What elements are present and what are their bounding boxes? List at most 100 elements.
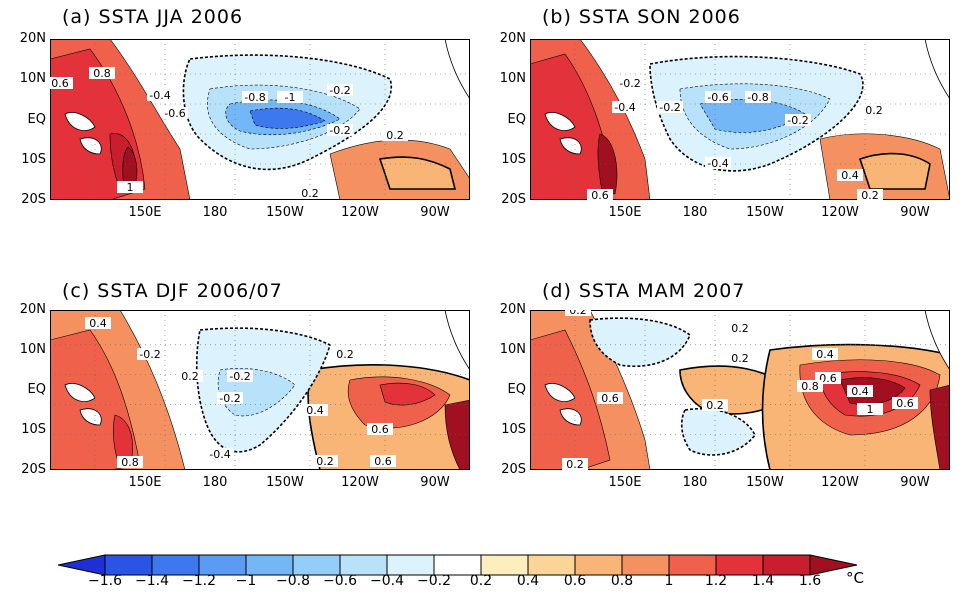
contour-label: 0.6: [367, 423, 393, 436]
colorbar-swatch: [292, 554, 341, 576]
contour-label-text: -0.2: [329, 124, 350, 137]
lon-tick-label: 150W: [746, 475, 784, 490]
contour-label: 0.4: [302, 404, 328, 417]
contour-label-text: 0.6: [371, 423, 389, 436]
contour-label-text: 0.4: [841, 169, 859, 182]
anomaly-region: [444, 399, 470, 470]
colorbar-tick-label: −0.4: [370, 573, 404, 589]
contour-label: 0.2: [702, 399, 728, 412]
lat-tick-label: 20S: [21, 462, 46, 477]
lon-tick-label: 150W: [266, 475, 304, 490]
contour-label-text: -0.2: [329, 84, 350, 97]
lat-tick-label: 20N: [499, 302, 526, 317]
colorbar-tick-label: 1.2: [704, 573, 728, 589]
contour-label-text: 0.2: [861, 189, 879, 200]
land-mass: [544, 383, 582, 426]
contour-label-text: 0.6: [896, 397, 914, 410]
colorbar-swatch: [104, 554, 153, 576]
lon-tick-label: 180: [682, 475, 708, 490]
contour-label-text: 0.4: [816, 348, 834, 361]
lat-tick-label: 20S: [501, 462, 526, 477]
colorbar-swatch: [433, 554, 482, 576]
contour-label: 0.8: [89, 67, 115, 80]
land-mass: [64, 383, 102, 426]
contour-label: 0.2: [861, 104, 887, 117]
lon-tick-label: 90W: [900, 205, 930, 220]
lon-tick-label: 120W: [341, 205, 379, 220]
colorbar-tick-label: −1.2: [182, 573, 216, 589]
panel-title-b: (b) SSTA SON 2006: [542, 6, 741, 28]
contour-label-text: -0.4: [614, 101, 635, 114]
map-frame: [530, 39, 950, 200]
panel-title-d: (d) SSTA MAM 2007: [542, 280, 746, 302]
lat-tick-label: EQ: [507, 111, 526, 127]
map-panel-b: -0.2-0.4 -0.2-0.6 -0.8-0.20.2-0.40.40.20.6: [530, 39, 950, 200]
anomaly-region: [378, 156, 457, 190]
colorbar-tick-label: −0.8: [276, 573, 310, 589]
contour-label: -0.6: [162, 107, 188, 120]
contour-label: -0.2: [217, 392, 243, 405]
contour-label-text: -0.2: [139, 348, 160, 361]
contour-label-text: 0.2: [336, 348, 354, 361]
contour-label-text: -0.4: [209, 448, 230, 461]
anomaly-region: [858, 152, 931, 190]
colorbar-swatch: [527, 554, 576, 576]
contour-label-text: 0.6: [601, 392, 619, 405]
contour-label-text: 0.6: [374, 455, 392, 468]
lat-tick-label: 20S: [21, 192, 46, 207]
lat-tick-label: 20N: [19, 302, 46, 317]
lat-tick-label: 10N: [499, 71, 526, 87]
colorbar-swatch: [480, 554, 529, 576]
contour-label-text: 1: [127, 181, 134, 194]
panel-title-a: (a) SSTA JJA 2006: [62, 6, 244, 28]
contour-label: 0.6: [370, 455, 396, 468]
contour-label-text: 0.6: [819, 372, 837, 385]
contour-label-text: 0.2: [316, 455, 334, 468]
contour-label-text: 0.2: [731, 352, 749, 365]
contour-label-text: 0.2: [301, 187, 319, 200]
lat-tick-label: 10N: [499, 342, 526, 357]
colorbar-swatch: [668, 554, 717, 576]
contour-label: 0.4: [847, 385, 873, 398]
contour-label-text: 0.4: [306, 404, 324, 417]
contour-label-text: 0.2: [731, 322, 749, 335]
map-panel-a: 0.6 0.8 -0.4 -0.6 -0.8 -1 -0.2 -0.2 0.2 0.2 1: [50, 39, 470, 200]
contour-label: 0.4: [812, 348, 838, 361]
lon-tick-label: 120W: [341, 475, 379, 490]
lat-tick-label: 10S: [501, 151, 526, 167]
contour-label-text: -0.4: [149, 89, 170, 102]
lat-tick-label: EQ: [27, 382, 46, 397]
anomaly-region: [249, 107, 326, 129]
contour-label-text: -0.8: [244, 91, 265, 104]
lat-tick-label: 20N: [499, 31, 526, 46]
contour-label: 0.4: [85, 317, 111, 330]
contour-label-text: 1: [867, 403, 874, 416]
contour-label-text: 0.8: [801, 380, 819, 393]
contour-label: -0.6: [705, 91, 731, 104]
lon-tick-label: 120W: [821, 475, 859, 490]
lon-tick-label: 90W: [900, 475, 930, 490]
contour-label: -0.2: [137, 348, 163, 361]
colorbar-tick-label: 0.8: [610, 573, 634, 589]
colorbar-swatch: [386, 554, 435, 576]
land-mass: [64, 112, 102, 155]
colorbar-swatch: [715, 554, 764, 576]
contour-label-text: -0.6: [164, 107, 185, 120]
colorbar-tick-label: −1.6: [88, 573, 122, 589]
contour-label: 0.2: [562, 458, 588, 470]
contour-label-text: 0.8: [121, 456, 139, 469]
colorbar-tick-label: −1: [235, 573, 257, 589]
anomaly-region: [597, 133, 618, 195]
contour-label-text: 0.6: [51, 77, 69, 90]
contour-label-text: 0.2: [181, 370, 199, 383]
lat-tick-label: EQ: [27, 111, 46, 127]
contour-label-text: 0.2: [865, 104, 883, 117]
colorbar-swatch: [245, 554, 294, 576]
lat-tick-label: 10N: [19, 342, 46, 357]
contour-label: 0.8: [797, 380, 823, 393]
contour-label: 0.2: [312, 455, 338, 468]
contour-label: 0.6: [892, 397, 918, 410]
colorbar-swatch: [809, 554, 858, 576]
lon-tick-label: 120W: [821, 205, 859, 220]
lon-tick-label: 150E: [608, 205, 642, 220]
